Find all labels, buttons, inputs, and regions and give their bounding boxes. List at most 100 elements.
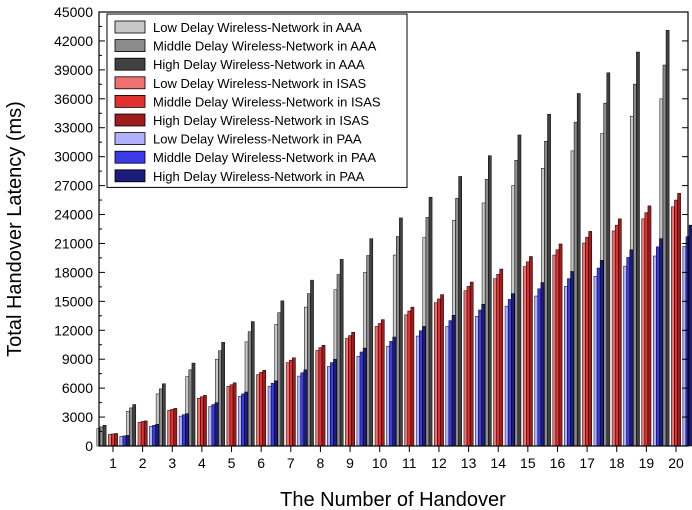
bar-8-19	[656, 246, 660, 447]
bar-3-9	[339, 259, 344, 447]
bar-2-14	[484, 179, 489, 447]
bar-9-2	[155, 424, 160, 447]
bar-9-12	[451, 315, 456, 447]
legend-label: High Delay Wireless-Network in AAA	[153, 57, 365, 72]
bar-4-14	[493, 278, 497, 447]
legend-label: High Delay Wireless-Network in PAA	[153, 169, 365, 184]
bar-2-16	[544, 140, 548, 447]
y-tick-label: 9000	[62, 351, 93, 367]
y-tick-label: 18000	[54, 264, 93, 280]
bar-5-3	[170, 409, 175, 447]
legend-swatch	[114, 169, 146, 183]
bar-9-4	[214, 402, 219, 447]
legend-label: Middle Delay Wireless-Network in AAA	[153, 39, 377, 54]
bar-2-8	[307, 293, 311, 447]
axes-layer: 0300060009000120001500018000210002400027…	[54, 4, 689, 471]
bar-2-12	[425, 217, 430, 447]
bar-9-1	[125, 435, 130, 447]
bar-6-18	[618, 218, 622, 447]
x-tick-label: 7	[287, 455, 295, 471]
bar-7-20	[682, 246, 687, 447]
bar-7-5	[238, 396, 242, 447]
y-tick-label: 30000	[54, 149, 93, 165]
bar-8-15	[537, 288, 542, 447]
bar-2-9	[336, 274, 341, 447]
bar-6-9	[351, 331, 355, 447]
bar-5-6	[259, 371, 263, 447]
x-tick-label: 9	[346, 455, 354, 471]
bar-4-9	[345, 338, 349, 447]
bar-6-20	[677, 193, 681, 447]
bar-6-16	[558, 243, 563, 447]
bar-6-2	[143, 420, 148, 447]
bar-2-17	[573, 121, 578, 447]
bar-4-5	[226, 385, 231, 447]
bar-5-7	[288, 359, 293, 447]
bar-4-1	[108, 434, 112, 447]
x-tick-label: 10	[372, 455, 388, 471]
bar-2-3	[158, 388, 163, 447]
bar-2-18	[603, 102, 608, 447]
x-tick-label: 20	[668, 455, 684, 471]
bar-8-11	[419, 330, 423, 447]
y-tick-label: 39000	[54, 62, 93, 78]
bar-5-14	[496, 274, 501, 447]
bar-5-5	[229, 384, 234, 447]
legend-swatch	[114, 57, 146, 71]
legend-swatch	[114, 20, 146, 34]
bar-9-8	[333, 358, 337, 447]
legend-label: Low Delay Wireless-Network in PAA	[153, 132, 362, 147]
y-tick-label: 36000	[54, 91, 93, 107]
bar-3-19	[636, 51, 640, 447]
bar-9-5	[244, 391, 248, 447]
bar-5-8	[318, 347, 323, 447]
bar-7-8	[327, 366, 331, 447]
bar-7-15	[534, 295, 539, 447]
bar-6-12	[440, 294, 444, 447]
bar-7-14	[504, 305, 509, 447]
bar-2-2	[129, 407, 133, 447]
y-tick-label: 15000	[54, 293, 93, 309]
bar-4-11	[404, 314, 409, 447]
bar-7-17	[593, 276, 598, 447]
y-tick-label: 3000	[62, 409, 93, 425]
bar-4-3	[167, 410, 171, 447]
bar-8-6	[270, 383, 275, 447]
bar-7-13	[475, 316, 479, 447]
x-tick-label: 18	[609, 455, 625, 471]
legend-swatch	[114, 113, 146, 127]
bar-8-16	[567, 278, 571, 447]
legend-label: Middle Delay Wireless-Network in ISAS	[153, 94, 381, 109]
bar-6-19	[647, 205, 652, 447]
bar-7-19	[652, 255, 657, 447]
legend-swatch	[114, 132, 146, 146]
bar-3-18	[606, 72, 611, 447]
bar-4-18	[611, 230, 616, 447]
bar-9-20	[688, 224, 692, 447]
bar-2-10	[366, 255, 370, 447]
bar-2-19	[633, 83, 637, 447]
bar-8-12	[448, 320, 453, 447]
bar-4-17	[582, 242, 586, 447]
bar-7-3	[178, 415, 183, 447]
bar-4-8	[315, 350, 320, 447]
bar-3-16	[547, 113, 551, 447]
bar-3-1	[102, 425, 107, 447]
bar-8-9	[359, 351, 364, 447]
bar-3-7	[280, 300, 285, 447]
bar-2-7	[277, 312, 282, 447]
bar-5-16	[555, 249, 560, 447]
bar-3-20	[665, 30, 670, 447]
bar-7-4	[208, 406, 213, 447]
y-tick-label: 21000	[54, 235, 93, 251]
y-tick-label: 24000	[54, 207, 93, 223]
bar-8-8	[330, 362, 334, 447]
bar-8-14	[507, 299, 512, 447]
bar-4-4	[196, 398, 201, 447]
bar-9-13	[481, 303, 485, 447]
bar-8-1	[122, 435, 127, 447]
legend-label: Low Delay Wireless-Network in AAA	[153, 20, 362, 35]
bar-6-4	[203, 395, 207, 447]
y-axis-title: Total Handover Latency (ms)	[4, 101, 26, 357]
bar-3-10	[369, 238, 374, 447]
